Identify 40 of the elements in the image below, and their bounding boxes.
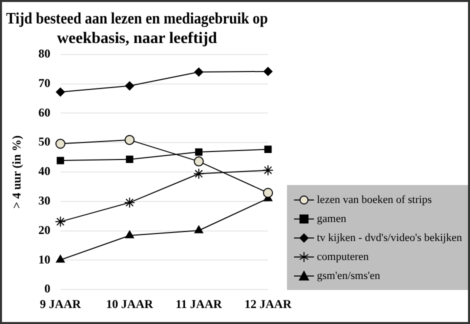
point (193, 168, 204, 180)
x-tick-label: 11 JAAR (176, 296, 222, 311)
y-tick-label: 30 (38, 193, 50, 208)
point (264, 146, 272, 154)
x-tick-label: 12 JAAR (244, 296, 292, 311)
y-tick-label: 0 (44, 282, 50, 296)
point (195, 148, 202, 156)
point (194, 68, 204, 77)
point (262, 164, 274, 176)
legend-label: gamen (316, 212, 346, 224)
x-tick-label: 9 JAAR (40, 296, 82, 311)
point (124, 134, 135, 145)
legend-label: lezen van boeken of strips (316, 194, 432, 206)
point (56, 254, 65, 263)
legend-label: gsm'en/sms'en (316, 270, 380, 282)
x-tick-label: 10 JAAR (106, 296, 154, 311)
point (264, 66, 272, 76)
y-tick-label: 50 (38, 134, 50, 149)
point (124, 197, 136, 208)
point (194, 226, 204, 234)
y-tick-label: 10 (38, 252, 50, 266)
point (126, 156, 134, 164)
y-tick-label: 40 (38, 164, 50, 178)
legend-label: tv kijken - dvd's/video's bekijken (316, 232, 462, 244)
legend-label: computeren (316, 250, 369, 262)
point (125, 81, 134, 90)
y-axis-title: > 4 uur (in %) (9, 135, 24, 209)
text: Tijd besteed aan lezen en mediagebruik op (6, 10, 268, 28)
point (194, 156, 204, 166)
point (56, 156, 64, 164)
y-tick-label: 20 (38, 222, 50, 237)
point (56, 88, 65, 97)
y-tick-label: 70 (38, 76, 50, 90)
point (55, 138, 66, 149)
point (54, 216, 66, 228)
text: weekbasis, naar leeftijd (56, 30, 218, 47)
point (125, 230, 134, 238)
y-tick-label: 80 (38, 46, 50, 60)
point (263, 188, 273, 198)
y-tick-label: 60 (38, 105, 50, 120)
